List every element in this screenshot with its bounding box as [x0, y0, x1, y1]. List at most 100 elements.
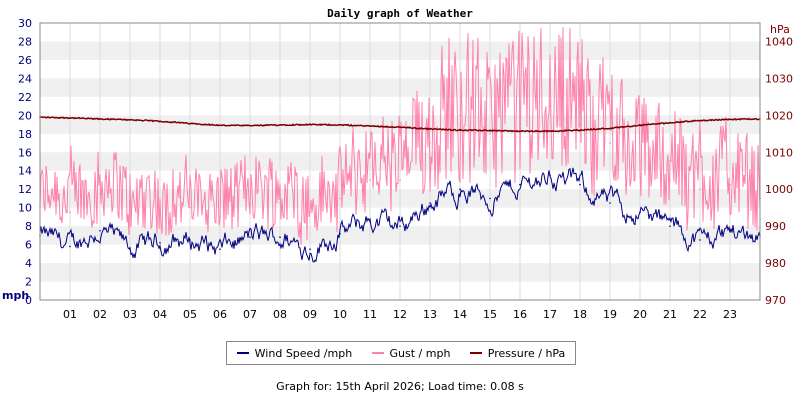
wind-point [429, 202, 431, 204]
left-tick-label: 0 [25, 294, 32, 307]
gust-point [249, 202, 251, 204]
wind-point [249, 236, 251, 239]
gust-point [609, 142, 611, 144]
gust-point [279, 202, 281, 204]
left-tick-label: 10 [18, 202, 32, 215]
legend-item-wind[interactable]: Wind Speed /mph [236, 346, 353, 360]
wind-point [69, 245, 71, 248]
wind-point [129, 248, 131, 251]
legend: Wind Speed /mph Gust / mph Pressure / hP… [226, 341, 576, 365]
wind-point [219, 248, 221, 251]
pressure-point [309, 123, 311, 126]
gust-point [189, 206, 191, 209]
wind-point [309, 248, 311, 251]
x-tick-label: 18 [573, 308, 587, 321]
pressure-point [669, 121, 671, 124]
legend-item-gust[interactable]: Gust / mph [371, 346, 451, 360]
gust-point [669, 179, 671, 181]
wind-point [699, 239, 701, 241]
x-tick-label: 01 [63, 308, 77, 321]
pressure-point [189, 122, 191, 125]
x-tick-label: 03 [123, 308, 137, 321]
x-tick-label: 04 [153, 308, 167, 321]
left-tick-label: 28 [18, 35, 32, 48]
wind-point [399, 225, 401, 227]
wind-point [549, 174, 551, 177]
gust-point [639, 160, 641, 163]
wind-point [189, 239, 191, 241]
x-tick-label: 17 [543, 308, 557, 321]
x-tick-label: 05 [183, 308, 197, 321]
left-axis-unit: mph [2, 289, 29, 302]
x-tick-label: 15 [483, 308, 497, 321]
right-tick-label: 990 [765, 220, 786, 233]
x-tick-label: 12 [393, 308, 407, 321]
x-tick-label: 20 [633, 308, 647, 321]
left-tick-label: 26 [18, 54, 32, 67]
left-tick-label: 24 [18, 72, 32, 85]
pressure-point [429, 128, 431, 130]
gust-line [39, 27, 761, 246]
right-tick-label: 980 [765, 257, 786, 270]
pressure-point [579, 129, 581, 131]
right-axis-ticks: 970 980 990 1000 1010 1020 1030 1040 [765, 35, 793, 307]
wind-point [279, 236, 281, 239]
wind-point [639, 211, 641, 214]
legend-label-gust: Gust / mph [389, 346, 451, 360]
left-tick-label: 2 [25, 276, 32, 289]
pressure-point [369, 125, 371, 127]
right-tick-label: 970 [765, 294, 786, 307]
left-tick-label: 16 [18, 146, 32, 159]
pressure-point [249, 124, 251, 127]
wind-point [729, 229, 731, 232]
right-axis-unit: hPa [770, 23, 790, 36]
wind-point [489, 197, 491, 200]
gust-point [429, 142, 431, 144]
pressure-point [99, 118, 101, 120]
pressure-point [609, 127, 611, 130]
pressure-point [549, 130, 551, 133]
x-tick-label: 06 [213, 308, 227, 321]
x-tick-label: 08 [273, 308, 287, 321]
x-tick-label: 19 [603, 308, 617, 321]
gust-point [459, 114, 461, 117]
pressure-point [339, 124, 341, 126]
right-tick-label: 1000 [765, 183, 793, 196]
legend-item-pressure[interactable]: Pressure / hPa [469, 347, 565, 360]
chart-title: Daily graph of Weather [327, 7, 473, 20]
x-tick-label: 13 [423, 308, 437, 321]
gust-point [699, 188, 701, 190]
wind-point [159, 241, 161, 244]
legend-label-wind: Wind Speed /mph [254, 346, 353, 360]
left-tick-label: 6 [25, 239, 32, 252]
left-tick-label: 22 [18, 91, 32, 104]
right-tick-label: 1030 [765, 72, 793, 85]
wind-point [579, 183, 581, 186]
wind-point [339, 232, 341, 235]
gust-point [729, 183, 731, 186]
pressure-point [729, 118, 731, 121]
right-tick-label: 1010 [765, 146, 793, 159]
left-tick-label: 30 [18, 17, 32, 30]
pressure-point [279, 124, 281, 126]
left-tick-label: 4 [25, 257, 32, 270]
left-tick-label: 12 [18, 183, 32, 196]
x-tick-label: 16 [513, 308, 527, 321]
x-tick-label: 14 [453, 308, 467, 321]
x-tick-label: 11 [363, 308, 377, 321]
pressure-point [69, 117, 71, 119]
gust-point [99, 193, 101, 195]
series-gust [39, 27, 761, 246]
gust-point [339, 197, 341, 200]
pressure-point [159, 120, 161, 123]
gust-point [69, 211, 71, 214]
right-tick-label: 1040 [765, 35, 793, 48]
gust-point [309, 211, 311, 214]
gust-point [549, 105, 551, 107]
pressure-point [399, 126, 401, 128]
gust-point [519, 114, 521, 117]
gust-point [129, 216, 131, 218]
gust-point [219, 216, 221, 218]
